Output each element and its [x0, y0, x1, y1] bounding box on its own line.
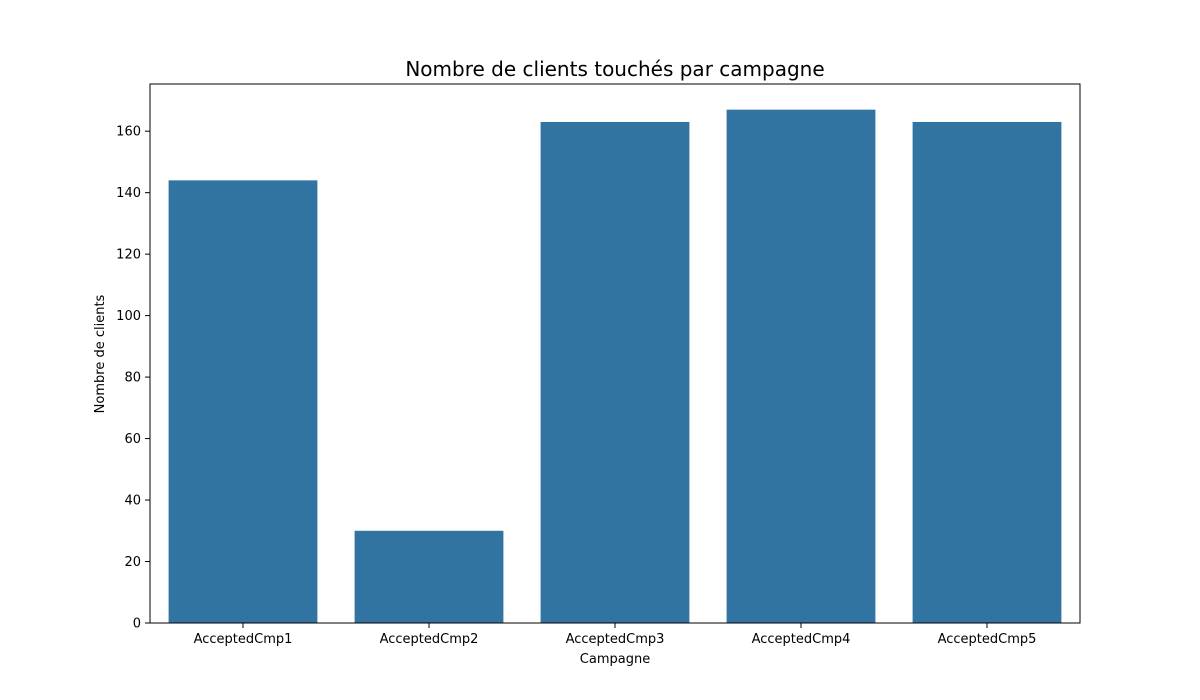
y-tick-label: 120	[116, 248, 141, 263]
x-tick-label: AcceptedCmp4	[752, 632, 851, 647]
bar-AcceptedCmp4	[726, 109, 876, 623]
bar-AcceptedCmp2	[354, 530, 504, 623]
y-tick-label: 60	[124, 432, 141, 447]
y-axis-label: Nombre de clients	[93, 294, 108, 413]
y-tick-label: 100	[116, 309, 141, 324]
x-axis: AcceptedCmp1 AcceptedCmp2 AcceptedCmp3 Acce…	[194, 623, 1037, 647]
bar-AcceptedCmp5	[912, 121, 1062, 624]
x-tick-label: AcceptedCmp1	[194, 632, 293, 647]
y-tick-label: 160	[116, 125, 141, 140]
y-tick-label: 0	[133, 617, 141, 632]
plot-area	[149, 83, 1081, 624]
chart-title: Nombre de clients touchés par campagne	[405, 57, 824, 81]
y-axis: 0 20 40 60 80 100 120 140 160	[116, 125, 150, 632]
bar-AcceptedCmp3	[540, 121, 690, 624]
y-tick-label: 140	[116, 186, 141, 201]
x-tick-label: AcceptedCmp5	[938, 632, 1037, 647]
y-tick-label: 20	[124, 555, 141, 570]
x-axis-label: Campagne	[580, 652, 650, 667]
x-tick-label: AcceptedCmp2	[380, 632, 479, 647]
x-tick-label: AcceptedCmp3	[566, 632, 665, 647]
y-tick-label: 80	[124, 371, 141, 386]
y-tick-label: 40	[124, 494, 141, 509]
bar-AcceptedCmp1	[168, 180, 318, 623]
